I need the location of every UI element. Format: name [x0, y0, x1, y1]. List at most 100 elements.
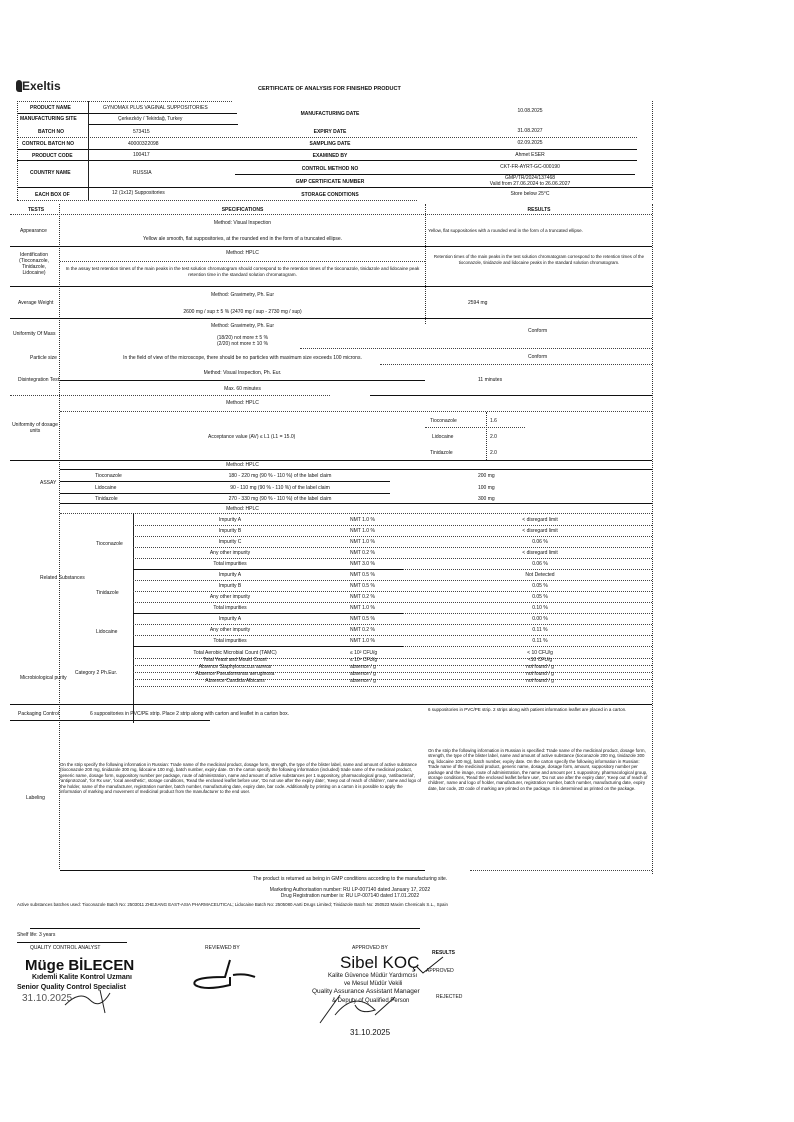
- packaging-label: Packaging Control: [18, 711, 59, 717]
- storage: Store below 25°C: [510, 191, 550, 197]
- row-divider: [133, 665, 652, 666]
- labeling-result: On the strip the following information i…: [428, 748, 648, 791]
- packaging-result: 6 suppositories in PVC/PE strip. 2 strip…: [428, 707, 627, 712]
- impurity-result: 0.11 %: [532, 627, 548, 633]
- avg-weight-result: 2594 mg: [468, 300, 488, 306]
- assay-result: 100 mg: [478, 485, 495, 491]
- appearance-result: Yellow, flat suppositories with a rounde…: [428, 228, 583, 233]
- assay-spec: 90 - 110 mg (90 % - 110 %) of the label …: [230, 485, 330, 491]
- row-divider: [133, 580, 652, 581]
- avg-weight-spec: 2600 mg / sup ± 5 % (2470 mg / sup - 273…: [183, 309, 302, 315]
- uniformity-mass-spec2: (2/20) not more ± 10 %: [216, 341, 269, 347]
- row-divider: [133, 679, 652, 680]
- micro-result: not found / g: [526, 671, 554, 677]
- row-divider: [60, 481, 390, 482]
- assay-result: 200 mg: [478, 473, 495, 479]
- country-label: COUNTRY NAME: [30, 170, 71, 176]
- uniformity-dosage-label: Uniformity of dosage units: [12, 422, 58, 434]
- impurity-result: 0.06 %: [532, 539, 548, 545]
- expiry: 31.08.2027: [517, 128, 543, 134]
- impurity-name: Impurity A: [218, 517, 242, 523]
- row-divider: [60, 493, 390, 494]
- result-label: RESULTS: [432, 950, 455, 956]
- sampling-label: SAMPLING DATE: [309, 141, 351, 147]
- approved-title-2: ve Mesul Müdür Vekili: [344, 981, 403, 987]
- micro-limit: absence / g: [350, 664, 376, 670]
- micro-test: Absence Candida Albicans: [205, 678, 265, 684]
- site: Çerkezköy / Tekirdağ, Turkey: [118, 116, 183, 122]
- examined: Ahmet ESER: [515, 152, 545, 158]
- appearance-label: Appearance: [20, 228, 47, 234]
- approved-signature: [319, 994, 396, 1024]
- impurity-name: Impurity C: [218, 539, 242, 545]
- impurity-name: Impurity B: [218, 528, 242, 534]
- impurity-limit: NMT 1.0 %: [350, 539, 375, 545]
- row-divider: [133, 635, 652, 636]
- country: RUSSIA: [133, 170, 152, 176]
- method: CKT-FR-AYRT-GC-000190: [500, 164, 560, 170]
- identification-method: Method: HPLC: [226, 250, 259, 256]
- row-divider: [133, 558, 652, 559]
- labeling-label: Labeling: [26, 795, 45, 801]
- avg-weight-method: Method: Gravimetry, Ph. Eur: [211, 292, 274, 298]
- assay-substance: Lidocaine: [95, 485, 117, 491]
- related-group-name: Tioconazole: [96, 540, 123, 547]
- shelf-life: Shelf life: 3 years: [17, 932, 56, 938]
- assay-label: ASSAY: [40, 480, 57, 486]
- micro-limit: ≤ 10¹ CFU/g: [350, 657, 378, 663]
- micro-test: Absence Staphylococcus aureus: [198, 664, 272, 670]
- qc-signature: [64, 989, 111, 1014]
- approved-title-3: Quality Assurance Assistant Manager: [312, 988, 420, 995]
- group-divider: [133, 569, 403, 570]
- qc-title-en: Senior Quality Control Specialist: [17, 984, 126, 991]
- row-divider: [133, 672, 652, 673]
- particle-spec: In the field of view of the microscope, …: [123, 355, 362, 361]
- identification-label: Identification (Tioconazole, Tinidazole,…: [19, 252, 49, 276]
- approved-stamp: APPROVED: [426, 968, 454, 974]
- disintegration-result: 11 minutes: [478, 377, 503, 383]
- micro-test: Total Aerobic Microbial Count (TAMC): [193, 650, 277, 656]
- assay-spec: 180 - 220 mg (90 % - 110 %) of the label…: [228, 473, 332, 479]
- method-label: CONTROL METHOD NO: [301, 166, 359, 172]
- ud-value: 1.6: [490, 418, 497, 424]
- micro-limit: absence / g: [350, 678, 376, 684]
- impurity-limit: NMT 1.0 %: [350, 605, 375, 611]
- particle-label: Particle size: [30, 355, 57, 361]
- impurity-name: Impurity B: [218, 583, 242, 589]
- approved-name: Sibel KOÇ: [340, 953, 420, 972]
- impurity-name: Impurity A: [218, 572, 242, 578]
- exeltis-logo: Exeltis: [22, 79, 61, 93]
- col-tests: TESTS: [28, 207, 45, 213]
- site-label: MANUFACTURING SITE: [20, 116, 77, 122]
- impurity-limit: NMT 0.2 %: [350, 627, 375, 633]
- assay-method: Method: HPLC: [226, 462, 259, 468]
- disintegration-spec: Max. 60 minutes: [224, 386, 261, 392]
- group-divider: [133, 646, 403, 647]
- related-group-name: Lidocaine: [96, 628, 118, 635]
- product-code-label: PRODUCT CODE: [32, 153, 73, 159]
- micro-category: Category 2 Ph.Eur.: [74, 670, 118, 676]
- impurity-name: Any other impurity: [209, 627, 251, 633]
- col-spec: SPECIFICATIONS: [221, 207, 264, 213]
- impurity-result: 0.11 %: [532, 638, 548, 644]
- impurity-limit: NMT 0.2 %: [350, 594, 375, 600]
- group-divider: [133, 613, 403, 614]
- ud-name: Lidocaine: [432, 434, 454, 440]
- row-divider: [133, 547, 652, 548]
- micro-result: < 10 CFU/g: [527, 650, 553, 656]
- sampling: 02.09.2025: [517, 140, 543, 146]
- impurity-result: 0.00 %: [532, 616, 548, 622]
- approved-label: APPROVED BY: [352, 945, 388, 951]
- qc-label: QUALITY CONTROL ANALYST: [30, 945, 101, 951]
- micro-test: Total Yeast and Mould Count: [203, 657, 267, 663]
- approved-checkmark-icon: [416, 956, 444, 974]
- registration-number: Drug Registration number is: RU LP-00714…: [280, 893, 420, 899]
- assay-spec: 270 - 330 mg (90 % - 110 %) of the label…: [228, 496, 332, 502]
- micro-limit: absence / g: [350, 671, 376, 677]
- ud-name: Tioconazole: [430, 418, 457, 424]
- product-code: 100417: [133, 152, 150, 158]
- impurity-result: < disregard limit: [522, 517, 558, 523]
- control-batch-label: CONTROL BATCH NO: [22, 141, 75, 147]
- impurity-limit: NMT 0.5 %: [350, 583, 375, 589]
- avg-weight-label: Average Weight: [18, 300, 54, 306]
